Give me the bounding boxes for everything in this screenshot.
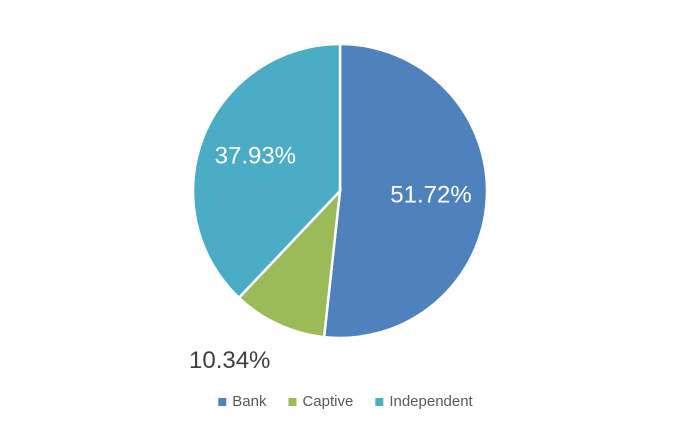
legend-label: Captive [302, 393, 353, 410]
legend-swatch [218, 398, 227, 406]
data-label: 10.34% [189, 347, 270, 374]
legend-swatch [375, 398, 384, 406]
pie-slice [322, 42, 489, 340]
legend-swatch [288, 398, 297, 406]
pie-slice [237, 187, 342, 339]
legend-label: Independent [389, 393, 473, 410]
data-label: 37.93% [215, 143, 296, 170]
legend-label: Bank [232, 393, 267, 410]
data-label: 51.72% [390, 181, 471, 208]
pie-slice [191, 42, 342, 300]
